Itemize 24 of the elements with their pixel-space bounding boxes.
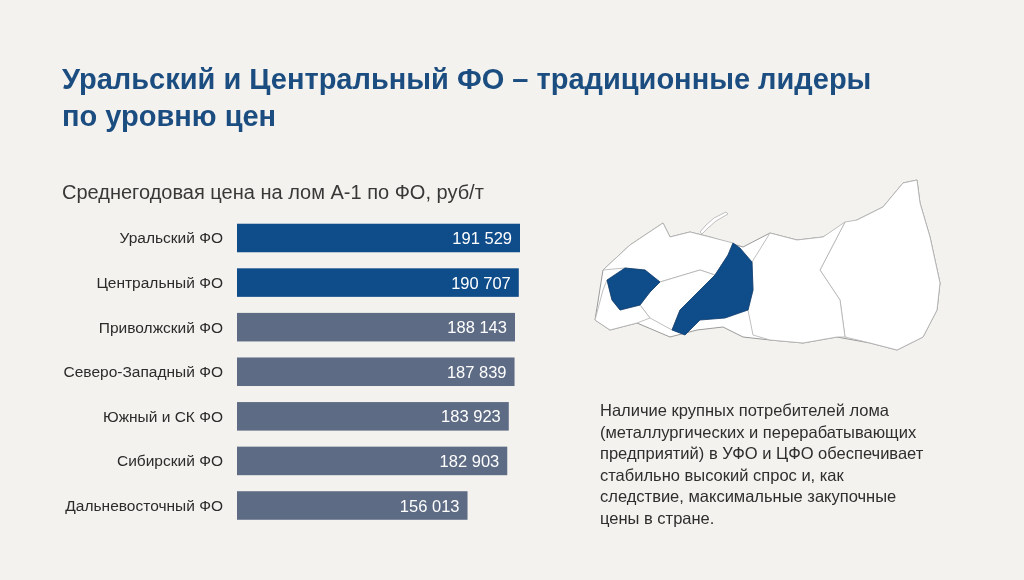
text: Наличие крупных потребителей лома (металлургических и перерабатывающих предприятий) в УФО и ЦФО обеспечивает стабильно высокий спрос и, как следствие, максимальные закупочные цены в стране. (600, 401, 924, 527)
data-label: 187 839 (446, 362, 507, 381)
data-label: 188 143 (447, 318, 507, 337)
bar (237, 402, 509, 431)
bar (237, 223, 520, 253)
y-tick-label: Дальневосточный ФО (65, 497, 223, 514)
bar (237, 491, 468, 520)
data-label: 182 903 (439, 451, 500, 470)
chart-title: Уральский и Центральный ФО – традиционные лидеры по уровню цен (62, 63, 872, 132)
chart-subtitle: Среднегодовая цена на лом А-1 по ФО, руб/т (62, 181, 484, 203)
y-tick-label: Центральный ФО (96, 274, 223, 292)
y-tick-label: Сибирский ФО (116, 452, 223, 470)
data-label: 190 707 (451, 273, 511, 292)
y-tick-label: Северо-Западный ФО (63, 363, 223, 381)
y-tick-label: Приволжский ФО (98, 318, 223, 336)
data-label: 156 013 (399, 496, 460, 515)
data-label: 191 529 (452, 229, 512, 247)
bar (237, 357, 515, 387)
y-tick-label: Уральский ФО (119, 229, 223, 247)
bar (237, 268, 519, 297)
data-label: 183 923 (441, 407, 501, 426)
bar (237, 312, 515, 342)
y-tick-label: Южный и СК ФО (102, 407, 223, 425)
bar (237, 446, 508, 476)
